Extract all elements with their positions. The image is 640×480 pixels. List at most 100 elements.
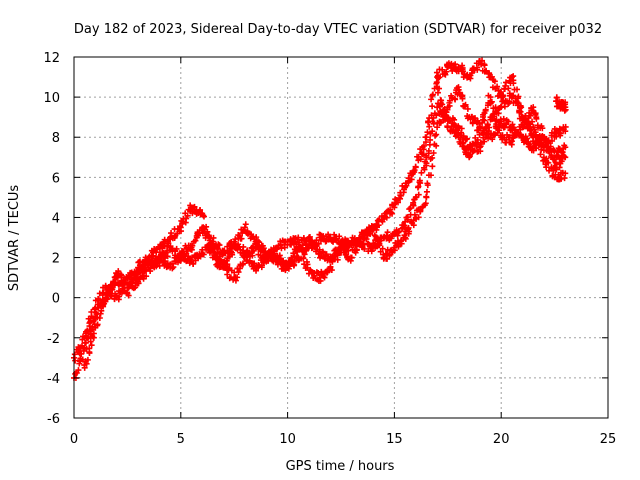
data-point-fill — [383, 214, 390, 221]
data-point-fill — [200, 212, 207, 219]
data-point-fill — [82, 339, 89, 346]
data-point-fill — [462, 146, 469, 153]
x-tick-label: 25 — [600, 432, 617, 447]
data-point-fill — [196, 229, 203, 236]
data-point-fill — [482, 107, 489, 114]
data-point-fill — [433, 142, 440, 149]
data-point-fill — [496, 127, 503, 134]
data-point-fill — [216, 242, 223, 249]
data-point-fill — [491, 113, 498, 120]
data-point-fill — [421, 142, 428, 149]
data-point-fill — [442, 116, 449, 123]
data-point-fill — [546, 148, 553, 155]
data-point-fill — [426, 123, 433, 130]
data-point-fill — [251, 260, 258, 267]
data-point-fill — [192, 237, 199, 244]
data-point-fill — [379, 245, 386, 252]
data-point-fill — [492, 85, 499, 92]
data-point-fill — [376, 242, 383, 249]
data-point-fill — [86, 320, 93, 327]
data-point-fill — [538, 146, 545, 153]
data-point-fill — [340, 244, 347, 251]
data-point-fill — [439, 66, 446, 73]
data-point-fill — [415, 183, 422, 190]
data-point-fill — [443, 68, 450, 75]
data-point-fill — [156, 258, 163, 265]
data-point-fill — [348, 254, 355, 261]
data-point-fill — [429, 91, 436, 98]
data-point-fill — [532, 129, 539, 136]
data-point-fill — [88, 342, 95, 349]
data-point-fill — [533, 145, 540, 152]
data-point-fill — [557, 132, 564, 139]
data-point-fill — [106, 288, 113, 295]
data-point-fill — [102, 282, 109, 289]
data-point — [562, 154, 569, 161]
data-point-fill — [197, 206, 204, 213]
data-point-fill — [542, 142, 549, 149]
data-point-fill — [352, 249, 359, 256]
data-point-fill — [533, 115, 540, 122]
data-point-fill — [464, 105, 471, 112]
x-tick-label: 20 — [493, 432, 510, 447]
data-point-fill — [541, 135, 548, 142]
data-point-fill — [433, 131, 440, 138]
data-point-fill — [395, 199, 402, 206]
data-point-fill — [345, 247, 352, 254]
data-point — [359, 234, 366, 241]
data-point-fill — [250, 247, 257, 254]
data-point-fill — [118, 274, 125, 281]
data-point-fill — [375, 222, 382, 229]
data-point-fill — [522, 118, 529, 125]
data-point-fill — [491, 78, 498, 85]
data-point-fill — [389, 210, 396, 217]
data-point-fill — [86, 349, 93, 356]
data-point-fill — [361, 245, 368, 252]
data-point-fill — [363, 236, 370, 243]
data-point-fill — [543, 155, 550, 162]
data-point-fill — [423, 160, 430, 167]
data-point-fill — [199, 230, 206, 237]
series-track-c — [81, 84, 569, 371]
data-point-fill — [75, 367, 82, 374]
data-point-fill — [396, 228, 403, 235]
data-point-fill — [481, 125, 488, 132]
data-point-fill — [143, 273, 150, 280]
data-point-fill — [457, 135, 464, 142]
data-point-fill — [323, 251, 330, 258]
x-tick-label: 10 — [279, 432, 296, 447]
data-point-fill — [517, 108, 524, 115]
data-point-fill — [244, 251, 251, 258]
data-point-fill — [215, 260, 222, 267]
data-point-fill — [110, 279, 117, 286]
y-tick-label: 2 — [52, 252, 60, 267]
data-point — [562, 104, 569, 111]
data-point-fill — [383, 255, 390, 262]
data-point-fill — [367, 231, 374, 238]
data-point-fill — [476, 123, 483, 130]
data-point-fill — [224, 271, 231, 278]
data-point-fill — [510, 80, 517, 87]
data-point-fill — [189, 242, 196, 249]
data-point-fill — [430, 120, 437, 127]
chart-title: Day 182 of 2023, Sidereal Day-to-day VTE… — [74, 22, 602, 37]
data-point-fill — [429, 103, 436, 110]
data-point-fill — [88, 313, 95, 320]
data-point-fill — [223, 257, 230, 264]
data-point-fill — [462, 136, 469, 143]
data-point-fill — [436, 74, 443, 81]
x-tick-label: 5 — [177, 432, 185, 447]
data-point-fill — [433, 112, 440, 119]
data-point-fill — [235, 269, 242, 276]
data-point-fill — [112, 290, 119, 297]
data-point-fill — [423, 188, 430, 195]
data-point-fill — [436, 85, 443, 92]
data-point-fill — [87, 338, 94, 345]
data-point-fill — [191, 203, 198, 210]
data-point-fill — [90, 330, 97, 337]
data-point-fill — [459, 93, 466, 100]
data-point-fill — [462, 101, 469, 108]
data-point-fill — [467, 151, 474, 158]
data-point-fill — [164, 253, 171, 260]
